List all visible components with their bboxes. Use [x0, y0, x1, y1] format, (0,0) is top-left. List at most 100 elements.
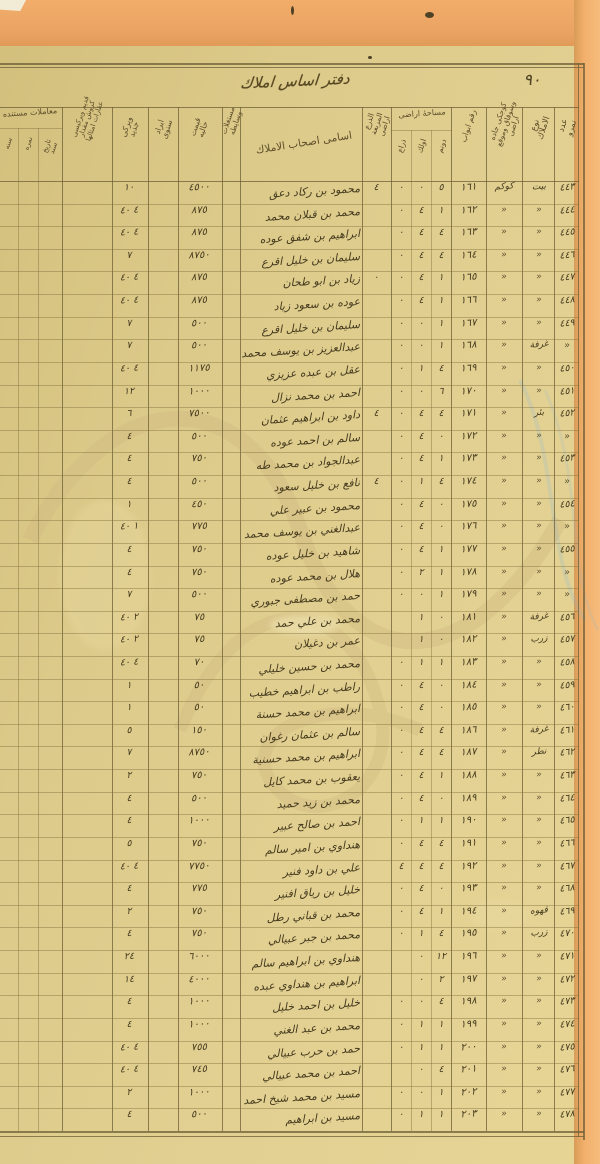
area-zira: ٠ — [398, 702, 404, 714]
grid-line — [0, 475, 579, 476]
new-tax-amount: ٧ — [126, 747, 132, 759]
area-evlek: ١ — [418, 634, 424, 646]
property-type: « — [535, 1041, 543, 1052]
street-location: « — [500, 475, 508, 487]
owner-name: مسيد بن ابراهيم — [284, 1109, 361, 1127]
door-number: ١٨٦ — [460, 724, 477, 737]
property-type: « — [535, 702, 543, 713]
grid-line — [0, 927, 579, 928]
current-value: ٥٠٠ — [190, 430, 208, 443]
table-row: ٤٦٢ نطر « ١٨٧ ٤ ٤ ٠ ابراهيم بن محمد حسنية ٨٧٥٠ ٧ — [0, 746, 600, 769]
area-evlek: ٤ — [418, 770, 424, 782]
table-row: ٤٦٣ « « ١٨٨ ١ ٤ ٠ يعقوب بن محمد كايل ٧٥٠ ٢ — [0, 769, 600, 792]
grid-line — [38, 128, 39, 1131]
record-number: « — [563, 566, 571, 578]
door-number: ١٨٨ — [460, 769, 477, 782]
column-header-muamelat-group: معاملات مستنده — [2, 106, 58, 119]
area-donum: ٤ — [438, 249, 444, 261]
area-zira: ٠ — [398, 657, 404, 668]
property-type: « — [535, 317, 543, 328]
area-donum: ٠ — [438, 679, 444, 691]
area-evlek: ١ — [418, 1018, 424, 1030]
grid-line — [0, 204, 579, 205]
area-evlek: ٠ — [418, 385, 424, 397]
door-number: ١٦٦ — [460, 294, 477, 307]
area-evlek: ٤ — [418, 453, 424, 465]
street-location: « — [500, 837, 508, 849]
area-evlek: ١ — [418, 362, 424, 374]
street-location: « — [500, 249, 508, 261]
property-type: « — [535, 227, 543, 238]
grid-line — [578, 63, 579, 1137]
area-evlek: ٤ — [418, 792, 424, 804]
paper-stain — [60, 500, 150, 650]
new-tax-amount: ٧ — [126, 317, 132, 329]
current-value: ٧٥٠ — [190, 543, 208, 556]
grid-line — [0, 543, 579, 544]
area-evlek: ٤ — [418, 543, 424, 555]
area-evlek: ٤ — [418, 747, 424, 759]
grid-line — [0, 882, 579, 883]
area-evlek: ٠ — [418, 951, 424, 963]
record-number: ٤٦٠ — [558, 701, 576, 715]
record-number: ٤٧٧ — [558, 1085, 576, 1099]
table-row: ٤٦٦ « « ١٩١ ٤ ٤ ٠ هنداوي بن امير سالم ٧٥٠ ٥ — [0, 837, 600, 860]
door-number: ١٧٨ — [460, 565, 477, 579]
area-donum: ٠ — [438, 883, 444, 895]
property-type: « — [535, 566, 543, 577]
area-zira: ٠ — [398, 521, 404, 533]
door-number: ١٨٧ — [460, 746, 477, 760]
grid-line — [554, 107, 555, 1131]
area-donum: ١ — [438, 770, 444, 782]
door-number: ١٦٩ — [460, 362, 477, 375]
property-type: قهوه — [529, 905, 549, 917]
new-tax-amount: ١٢ — [123, 385, 135, 397]
record-number: « — [563, 588, 571, 601]
owner-name: حمد بن مصطفى جبوري — [250, 589, 361, 609]
grid-line — [0, 724, 579, 725]
current-value: ٧٤٥ — [190, 1063, 208, 1076]
area-zira: ٠ — [398, 1018, 404, 1030]
owner-name: سالم بن عثمان رغوان — [259, 724, 361, 744]
property-type: « — [535, 792, 543, 803]
current-value: ٧٧٥٠ — [187, 860, 211, 873]
grid-line — [148, 107, 149, 1131]
owner-name: عبدالغني بن يوسف محمد — [243, 521, 361, 542]
area-donum: ١ — [438, 204, 444, 216]
door-number: ١٧٧ — [460, 543, 477, 556]
property-type: « — [535, 1018, 543, 1030]
new-tax-amount: ٥ — [126, 837, 132, 850]
area-evlek: ٤ — [418, 724, 424, 736]
record-number: ٤٧٤ — [558, 1018, 576, 1031]
current-value: ٥٠ — [193, 679, 205, 691]
current-value: ١٠٠٠ — [187, 995, 211, 1008]
area-donum: ٤ — [438, 996, 444, 1008]
grid-line — [0, 633, 579, 634]
door-number: ١٧٠ — [460, 385, 477, 398]
area-donum: ٤ — [438, 227, 444, 239]
new-tax-amount: ٤ — [126, 475, 132, 488]
door-number: ٢٠٠ — [460, 1040, 477, 1054]
street-location: « — [500, 928, 508, 939]
current-value: ١٠٠٠ — [187, 1086, 211, 1099]
area-donum: ١ — [438, 295, 444, 307]
area-zira: ٠ — [398, 272, 404, 284]
door-number: ٢٠١ — [460, 1063, 477, 1076]
table-row: ٤٥٧ زرب « ١٨٢ ٠ ١ عمر بن دغيلان ٧٥ ٢ ٤٠ — [0, 633, 600, 656]
property-type: « — [535, 769, 543, 781]
owner-name: هنداوي بن ابراهيم سالم — [251, 951, 361, 971]
area-evlek: ٠ — [418, 340, 424, 352]
new-tax-amount: ١ ٤٠ — [119, 520, 139, 533]
property-type: « — [535, 385, 543, 396]
door-number: ١٦٧ — [460, 317, 477, 330]
ink-mark — [425, 12, 434, 18]
current-value: ٦٠٠٠ — [187, 950, 211, 963]
table-row: « « « ١٧٨ ١ ٢ ٠ هلال بن محمد عوده ٧٥٠ ٤ — [0, 566, 600, 589]
table-row: ٤٦٤ « « ١٨٩ ٠ ٤ ٠ محمد بن زيد حميد ٥٠٠ ٤ — [0, 792, 600, 815]
new-tax-amount: ٤ — [126, 453, 132, 465]
door-number: ١٧٦ — [460, 520, 477, 533]
column-header-square-zira: الذرع المربعة اراضى — [362, 111, 392, 138]
door-number: ١٧٢ — [460, 430, 477, 443]
table-row: ٤٤٩ « « ١٦٧ ١ ٠ ٠ سليمان بن خليل اقرع ٥٠٠ ٧ — [0, 317, 600, 340]
street-location: « — [500, 815, 508, 826]
